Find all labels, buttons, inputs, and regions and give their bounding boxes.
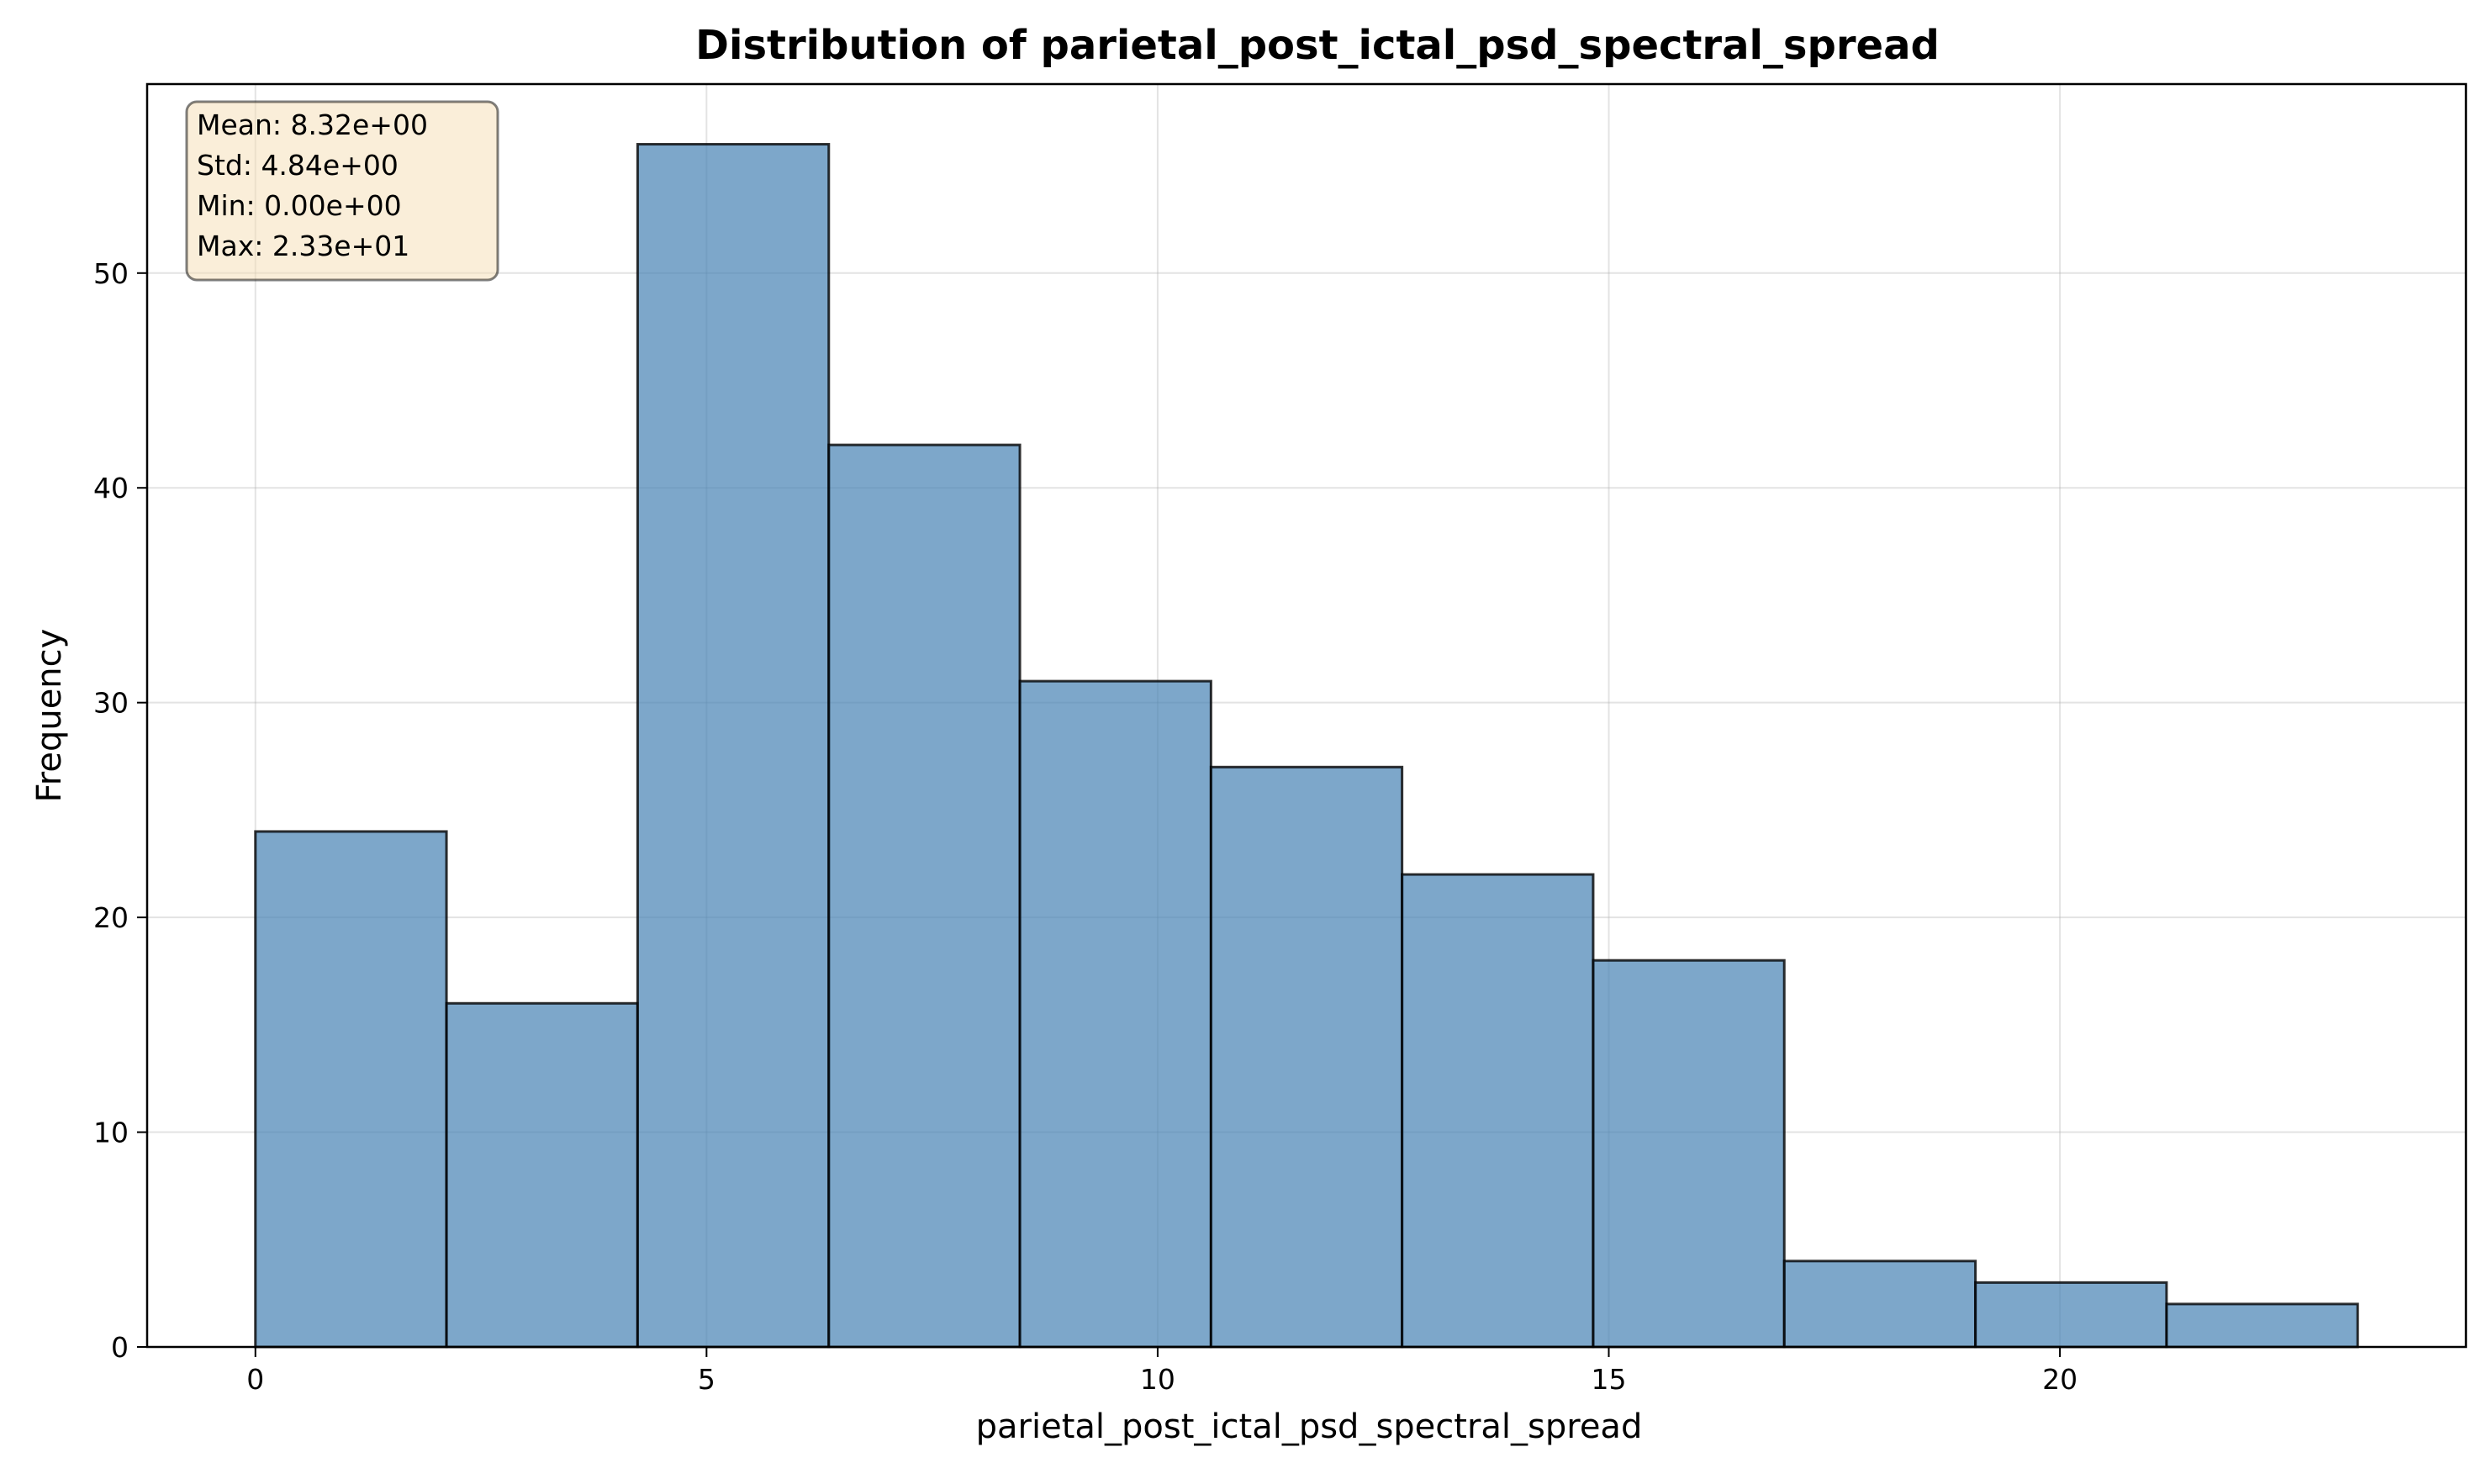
chart-title: Distribution of parietal_post_ictal_psd_… [695, 22, 1940, 69]
y-tick-label-10: 10 [93, 1117, 129, 1149]
stats-annotation: Mean: 8.32e+00 Std: 4.84e+00 Min: 0.00e+… [185, 100, 499, 282]
histogram-bar-2 [445, 1001, 639, 1349]
y-tick-label-40: 40 [93, 472, 129, 504]
y-axis-label: Frequency [30, 629, 69, 803]
histogram-bar-10 [1974, 1281, 2168, 1349]
x-tick-label-5: 5 [698, 1363, 715, 1396]
x-axis-ticks: 0 5 10 15 20 [246, 1347, 2078, 1396]
y-axis-ticks: 0 10 20 30 40 50 [93, 257, 147, 1364]
x-axis-label: parietal_post_ictal_psd_spectral_spread [976, 1407, 1643, 1446]
histogram-bar-1 [254, 830, 448, 1349]
histogram-bar-11 [2165, 1302, 2359, 1349]
histogram-bar-4 [827, 443, 1022, 1349]
histogram-bar-6 [1209, 765, 1404, 1349]
bars [254, 143, 2359, 1349]
x-tick-label-15: 15 [1592, 1363, 1627, 1396]
y-tick-label-20: 20 [93, 901, 129, 934]
x-tick-label-20: 20 [2042, 1363, 2078, 1396]
y-tick-label-0: 0 [111, 1331, 129, 1364]
histogram-bar-9 [1782, 1260, 1977, 1349]
plot-frame [145, 82, 2468, 1349]
histogram-bar-5 [1018, 679, 1212, 1349]
x-tick-label-10: 10 [1140, 1363, 1175, 1396]
histogram-bar-3 [636, 143, 831, 1349]
stats-min: Min: 0.00e+00 [197, 189, 402, 222]
y-tick-label-30: 30 [93, 687, 129, 720]
histogram-bar-8 [1592, 959, 1786, 1349]
stats-std: Std: 4.84e+00 [197, 149, 399, 182]
y-tick-label-50: 50 [93, 257, 129, 290]
stats-mean: Mean: 8.32e+00 [197, 108, 428, 141]
stats-max: Max: 2.33e+01 [197, 230, 409, 262]
stats-box [185, 100, 499, 282]
histogram-bar-7 [1401, 873, 1595, 1349]
x-tick-label-0: 0 [246, 1363, 264, 1396]
